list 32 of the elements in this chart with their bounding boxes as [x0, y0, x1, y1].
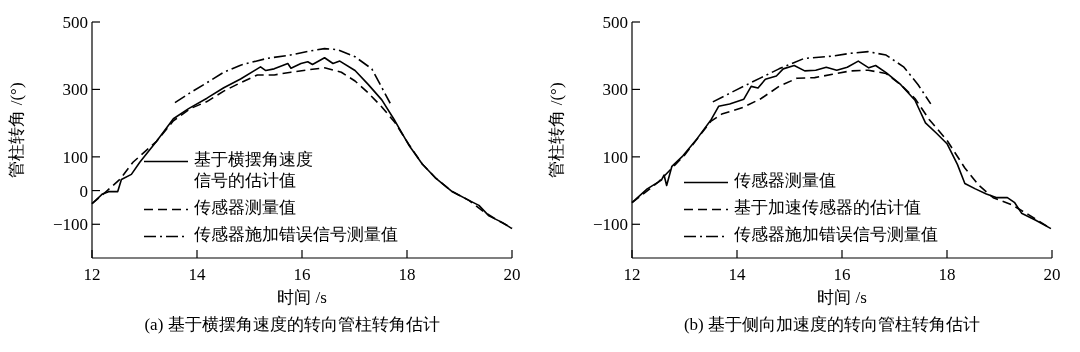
- x-tick-label: 16: [833, 265, 851, 284]
- text: (b) 基于侧向加速度的转向管柱转角估计: [683, 315, 981, 334]
- y-tick-label: 100: [62, 147, 88, 167]
- line-series: [174, 47, 391, 105]
- x-axis-title: 时间 /s: [817, 288, 867, 307]
- x-tick-label: 14: [188, 265, 206, 284]
- legend-label: 传感器施加错误信号测量值: [734, 225, 938, 244]
- y-tick-label: 300: [62, 80, 88, 100]
- legend-label: 基于加速传感器的估计值: [734, 198, 921, 217]
- x-tick-label: 14: [728, 265, 746, 284]
- x-tick-label: 12: [83, 265, 101, 284]
- y-tick-label: −100: [592, 215, 628, 235]
- x-tick-label: 20: [1043, 265, 1061, 284]
- y-axis-title: 管柱转角 /(°): [7, 82, 26, 178]
- text: (a) 基于横摆角速度的转向管柱转角估计: [144, 315, 440, 334]
- y-axis-title: 管柱转角 /(°): [547, 82, 566, 178]
- y-tick-label: 500: [602, 13, 628, 32]
- y-tick-label: −100: [52, 215, 88, 235]
- x-tick-label: 12: [623, 265, 641, 284]
- y-tick-label: 300: [602, 80, 628, 100]
- legend-label: 传感器测量值: [734, 171, 836, 190]
- legend-label: 传感器施加错误信号测量值: [194, 225, 398, 244]
- x-tick-label: 20: [503, 265, 521, 284]
- y-tick-label: 500: [62, 13, 88, 32]
- x-tick-label: 18: [938, 265, 956, 284]
- x-axis-title: 时间 /s: [277, 288, 327, 307]
- y-tick-label: 0: [79, 181, 88, 201]
- x-tick-label: 16: [293, 265, 311, 284]
- legend-label: 传感器测量值: [194, 198, 296, 217]
- y-tick-label: 100: [602, 147, 628, 167]
- legend-label: 基于横摆角速度信号的估计值: [194, 150, 313, 190]
- x-tick-label: 18: [398, 265, 416, 284]
